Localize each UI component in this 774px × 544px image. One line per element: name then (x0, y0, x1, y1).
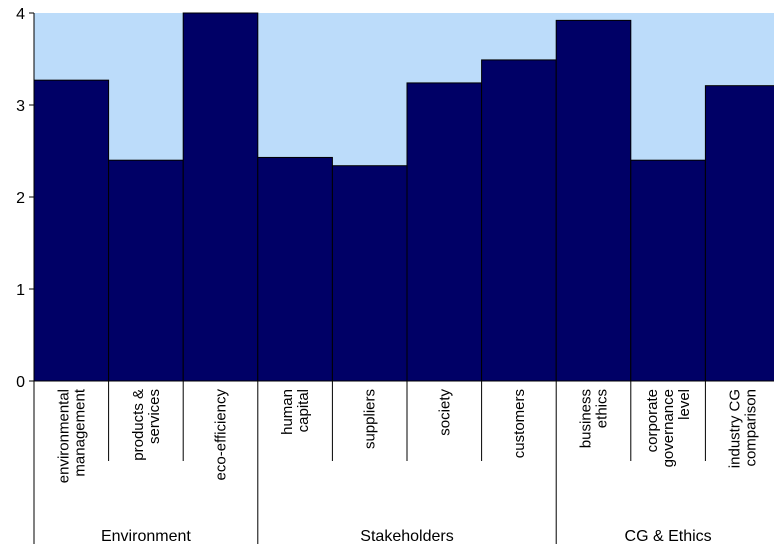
group-label: Environment (101, 528, 191, 544)
x-category-label-line: human (279, 389, 296, 435)
x-category-label-line: management (71, 388, 88, 476)
x-category-label: customers (511, 389, 528, 458)
x-category-label: products & services (130, 389, 163, 461)
bars-group (33, 12, 774, 382)
x-category-label: business ethics (578, 389, 611, 448)
x-category-label-line: customers (511, 389, 528, 458)
x-category-label-line: industry CG (727, 389, 744, 468)
bar (481, 59, 557, 382)
x-category-label-line: services (146, 389, 163, 444)
bar (630, 159, 706, 382)
x-category-label-line: capital (295, 389, 312, 432)
x-category-label-line: environmental (55, 389, 72, 483)
x-category-label-line: comparison (743, 389, 760, 467)
y-axis: 0 1 2 3 4 (16, 6, 35, 391)
x-category-label: eco-efficiency (213, 389, 230, 481)
x-category-label-line: suppliers (362, 389, 379, 449)
group-label: CG & Ethics (625, 528, 712, 544)
x-category-label-line: governance (660, 389, 677, 467)
x-category-label: human capital (279, 389, 312, 435)
bar (182, 12, 259, 382)
x-category-label-line: products & (130, 389, 147, 461)
bar (406, 82, 483, 382)
bar (33, 79, 110, 382)
x-category-label-line: eco-efficiency (213, 389, 230, 481)
y-tick-label: 0 (16, 374, 25, 391)
bar (555, 19, 632, 382)
bar (108, 159, 184, 382)
y-tick-label: 1 (16, 282, 25, 299)
x-category-label: suppliers (362, 389, 379, 449)
group-axis: Environment Stakeholders CG & Ethics (33, 461, 712, 544)
bar (704, 85, 774, 382)
x-category-label-line: corporate (644, 389, 661, 452)
x-category-label-line: society (436, 389, 453, 436)
y-tick-label: 4 (16, 6, 25, 23)
y-tick-label: 3 (16, 98, 25, 115)
x-axis: environmental management products & service… (33, 380, 774, 483)
bar (257, 156, 333, 382)
y-tick-label: 2 (16, 190, 25, 207)
bar (331, 165, 408, 382)
x-category-label-line: ethics (594, 389, 611, 428)
x-category-label-line: level (676, 389, 693, 420)
x-category-label: environmental management (55, 388, 88, 483)
x-category-label: industry CG comparison (727, 389, 760, 468)
x-category-label: corporate governance level (644, 389, 693, 467)
x-category-label-line: business (578, 389, 595, 448)
x-category-label: society (436, 389, 453, 436)
group-label: Stakeholders (360, 528, 453, 544)
